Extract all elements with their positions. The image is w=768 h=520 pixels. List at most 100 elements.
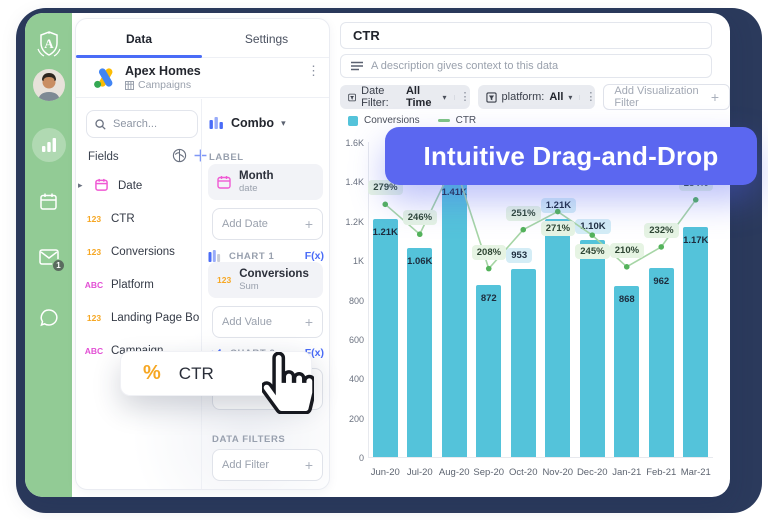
bar-Mar-21 (683, 226, 709, 457)
chat-nav-icon[interactable] (25, 307, 72, 329)
field-item-date[interactable]: ▸ Date (78, 169, 200, 202)
x-tick: Jan-21 (612, 467, 642, 478)
x-axis-line (368, 457, 713, 458)
search-input[interactable]: Search... (86, 110, 198, 138)
bar-value-label: 962 (653, 275, 670, 287)
chart1-section-header: CHART 1 F(x) (208, 249, 324, 263)
y-tick: 400 (348, 374, 364, 385)
charts-nav-icon[interactable] (25, 128, 72, 162)
chart1-bars-icon (208, 250, 221, 262)
conversions-field-card[interactable]: 123 Conversions Sum (208, 262, 323, 298)
chart1-fx-button[interactable]: F(x) (304, 250, 324, 262)
chart-type-dropdown[interactable]: Combo ▾ (209, 116, 286, 130)
combo-chart: Conversions CTR 0 200 400 600 800 1K 1.2K 1.4K 1… (336, 112, 716, 490)
add-date-dropzone[interactable]: Add Date + (212, 208, 323, 240)
field-label: Landing Page Bo... (111, 311, 200, 324)
x-tick: Dec-20 (576, 467, 608, 478)
chart-title-input[interactable]: CTR (340, 22, 712, 49)
description-icon (351, 61, 363, 71)
field-label: CTR (111, 212, 135, 225)
y-axis-line (368, 142, 369, 457)
ai-suggest-icon[interactable] (172, 148, 187, 163)
data-filters-caption: DATA FILTERS (212, 434, 286, 445)
month-field-subtitle: date (239, 183, 258, 194)
search-placeholder: Search... (113, 118, 158, 130)
chip-menu-icon[interactable]: ⋮ (579, 91, 596, 102)
source-subtitle: Campaigns (125, 79, 191, 91)
data-source-row[interactable]: Apex Homes Campaigns ⋮ (76, 58, 329, 98)
bar-value-label: 1.21K (372, 226, 398, 238)
bar-value-chip: 953 (506, 248, 533, 264)
field-label: Platform (111, 278, 154, 291)
filter-icon (485, 91, 497, 103)
expand-chevron-icon[interactable]: ▸ (78, 180, 83, 190)
date-field-icon (217, 176, 231, 189)
conversions-field-title: Conversions (239, 268, 309, 280)
filter-chip-platform[interactable]: platform: All ▾ ⋮ (477, 85, 596, 109)
ctr-value-chip: 246% (402, 210, 438, 226)
field-item-landing-page-bo[interactable]: 123 Landing Page Bo... (84, 301, 200, 334)
label-section-caption: LABEL (209, 152, 244, 163)
y-tick: 1.2K (345, 216, 364, 227)
x-tick: Nov-20 (542, 467, 574, 478)
chevron-down-icon: ▾ (281, 117, 286, 128)
bar-value-label: 1.06K (407, 256, 433, 268)
chart-description-input[interactable]: A description gives context to this data (340, 54, 712, 78)
calendar-nav-icon[interactable] (25, 190, 72, 212)
search-icon (95, 118, 106, 130)
panel-tabs: Data Settings (76, 19, 329, 58)
tab-settings[interactable]: Settings (244, 31, 289, 46)
add-field-icon[interactable] (194, 149, 207, 162)
month-field-card[interactable]: Month date (208, 164, 323, 200)
bar-Jul-20 (407, 248, 433, 457)
bar-Sep-20 (476, 285, 502, 457)
numeric-field-icon: 123 (217, 275, 232, 285)
ctr-value-chip: 210% (609, 242, 645, 258)
ctr-value-chip: 251% (506, 205, 541, 221)
description-placeholder: A description gives context to this data (371, 60, 559, 72)
mail-nav-icon[interactable]: 1 (25, 246, 72, 272)
combo-chart-icon (209, 117, 223, 129)
bar-Aug-20 (441, 179, 467, 457)
numeric-field-icon: 123 (86, 213, 102, 224)
conversions-field-subtitle: Sum (239, 281, 259, 292)
dragged-ctr-field[interactable]: % CTR (120, 351, 312, 396)
field-item-ctr[interactable]: 123 CTR (84, 202, 200, 235)
source-menu-button[interactable]: ⋮ (307, 63, 320, 78)
bar-Jun-20 (372, 218, 398, 457)
x-tick: Jun-20 (370, 467, 400, 478)
add-visualization-filter-button[interactable]: Add Visualization Filter + (603, 84, 730, 110)
date-field-icon (94, 178, 108, 191)
bar-Jan-21 (614, 286, 640, 457)
field-item-conversions[interactable]: 123 Conversions (84, 235, 200, 268)
app-window: A (25, 13, 730, 497)
bar-value-label: 868 (618, 294, 635, 306)
add-value-dropzone[interactable]: Add Value + (212, 306, 323, 338)
promo-banner-text: Intuitive Drag-and-Drop (423, 140, 719, 171)
y-tick: 600 (348, 334, 364, 345)
text-field-icon: ABC (84, 345, 104, 356)
column-divider (201, 99, 202, 489)
bar-value-label: 1.41K (441, 187, 467, 199)
bar-value-chip: 1.21K (540, 197, 577, 213)
user-avatar[interactable] (25, 69, 72, 101)
bar-Oct-20 (510, 269, 536, 457)
month-field-title: Month (239, 170, 274, 182)
text-field-icon: ABC (84, 279, 104, 290)
field-item-platform[interactable]: ABC Platform (84, 268, 200, 301)
add-filter-dropzone[interactable]: Add Filter + (212, 449, 323, 481)
x-tick: Oct-20 (508, 467, 538, 478)
bar-value-label: 872 (480, 293, 497, 305)
legend-ctr[interactable]: CTR (437, 115, 476, 126)
tab-data[interactable]: Data (125, 31, 152, 46)
svg-text:A: A (44, 36, 54, 51)
chevron-down-icon: ▾ (442, 92, 447, 102)
google-ads-icon (94, 68, 113, 88)
plus-icon: + (710, 89, 719, 105)
source-name: Apex Homes (125, 64, 201, 78)
y-tick: 200 (348, 413, 364, 424)
filter-chip-datefilter[interactable]: Date Filter: All Time ▾ ⋮ (340, 85, 471, 109)
chip-menu-icon[interactable]: ⋮ (453, 91, 471, 102)
legend-conversions[interactable]: Conversions (348, 115, 420, 126)
